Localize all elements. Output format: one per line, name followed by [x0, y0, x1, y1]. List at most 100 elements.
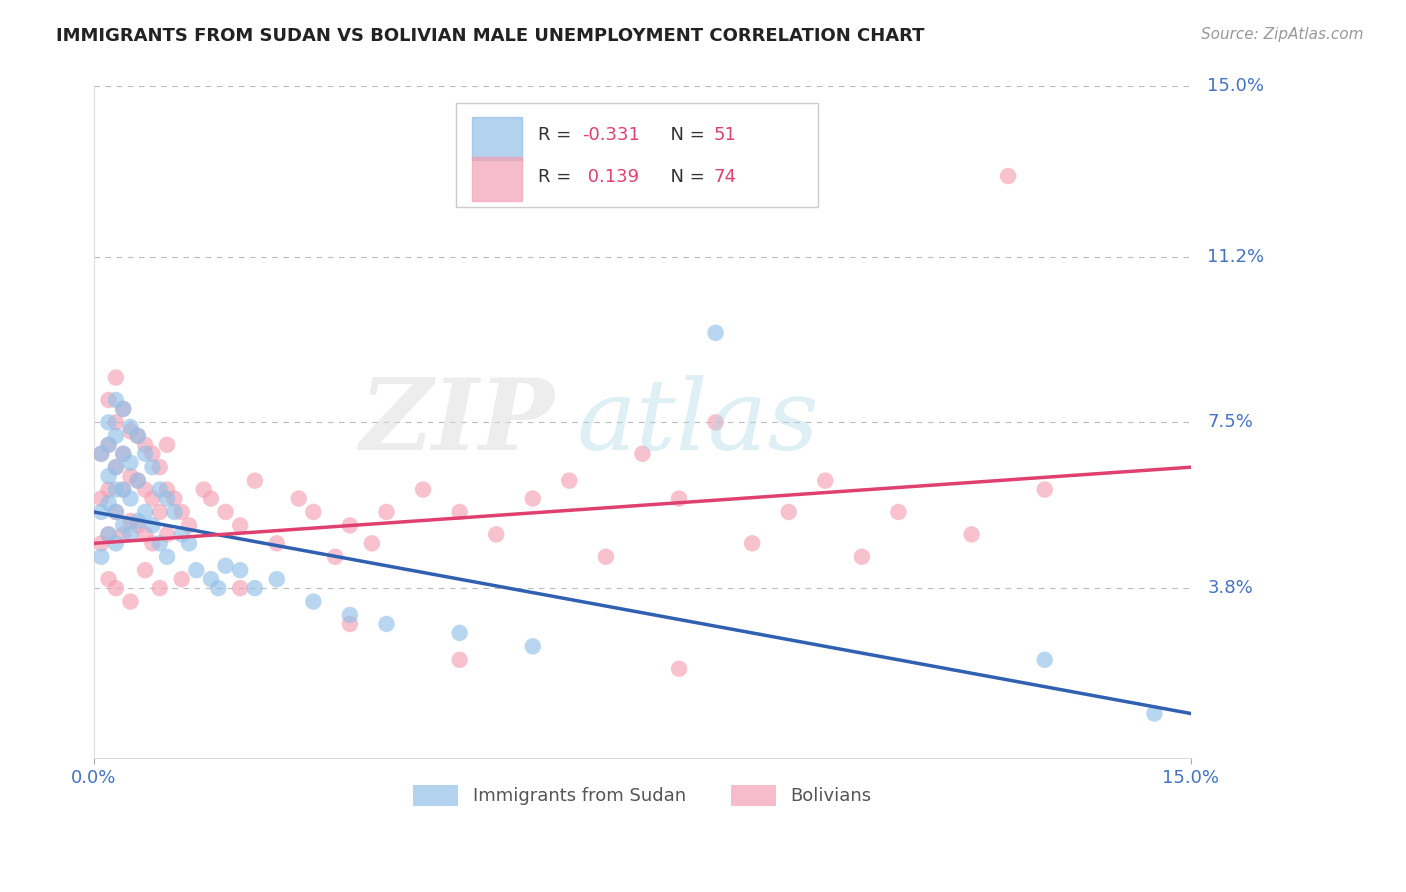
- Point: [741, 536, 763, 550]
- Point: [375, 617, 398, 632]
- Text: 11.2%: 11.2%: [1208, 248, 1264, 266]
- Point: [127, 429, 149, 443]
- Point: [120, 594, 142, 608]
- Point: [141, 536, 163, 550]
- Point: [90, 549, 112, 564]
- Text: 3.8%: 3.8%: [1208, 579, 1253, 597]
- Point: [778, 505, 800, 519]
- Point: [112, 401, 135, 416]
- Text: 74: 74: [714, 169, 737, 186]
- Point: [449, 505, 471, 519]
- Point: [323, 549, 346, 564]
- Point: [170, 505, 193, 519]
- Point: [104, 460, 127, 475]
- Point: [229, 563, 252, 577]
- Point: [214, 558, 236, 573]
- Point: [177, 518, 200, 533]
- Point: [134, 505, 156, 519]
- Point: [229, 581, 252, 595]
- Point: [558, 474, 581, 488]
- Point: [149, 460, 172, 475]
- Point: [287, 491, 309, 506]
- FancyBboxPatch shape: [472, 157, 522, 201]
- Point: [120, 420, 142, 434]
- Point: [97, 438, 120, 452]
- FancyBboxPatch shape: [472, 117, 522, 161]
- Point: [163, 505, 186, 519]
- Point: [200, 572, 222, 586]
- Point: [266, 572, 288, 586]
- Point: [112, 483, 135, 497]
- Legend: Immigrants from Sudan, Bolivians: Immigrants from Sudan, Bolivians: [406, 778, 879, 814]
- Point: [887, 505, 910, 519]
- Point: [149, 483, 172, 497]
- Text: -0.331: -0.331: [582, 127, 640, 145]
- Point: [127, 474, 149, 488]
- Point: [104, 460, 127, 475]
- Point: [668, 491, 690, 506]
- Text: atlas: atlas: [576, 375, 820, 470]
- Point: [97, 572, 120, 586]
- Point: [120, 514, 142, 528]
- Text: Source: ZipAtlas.com: Source: ZipAtlas.com: [1201, 27, 1364, 42]
- Point: [485, 527, 508, 541]
- Point: [449, 626, 471, 640]
- Point: [156, 491, 179, 506]
- Text: IMMIGRANTS FROM SUDAN VS BOLIVIAN MALE UNEMPLOYMENT CORRELATION CHART: IMMIGRANTS FROM SUDAN VS BOLIVIAN MALE U…: [56, 27, 925, 45]
- Point: [112, 401, 135, 416]
- Point: [104, 416, 127, 430]
- Point: [134, 483, 156, 497]
- Point: [141, 460, 163, 475]
- Text: 51: 51: [714, 127, 737, 145]
- Point: [302, 594, 325, 608]
- FancyBboxPatch shape: [456, 103, 818, 207]
- Point: [97, 416, 120, 430]
- Point: [90, 536, 112, 550]
- Point: [449, 653, 471, 667]
- Point: [90, 447, 112, 461]
- Point: [97, 483, 120, 497]
- Point: [170, 527, 193, 541]
- Point: [104, 429, 127, 443]
- Point: [120, 425, 142, 439]
- Point: [200, 491, 222, 506]
- Point: [134, 563, 156, 577]
- Point: [112, 447, 135, 461]
- Point: [112, 447, 135, 461]
- Point: [851, 549, 873, 564]
- Point: [595, 549, 617, 564]
- Point: [112, 527, 135, 541]
- Point: [214, 505, 236, 519]
- Point: [104, 505, 127, 519]
- Point: [120, 456, 142, 470]
- Point: [90, 505, 112, 519]
- Point: [134, 447, 156, 461]
- Point: [90, 447, 112, 461]
- Point: [127, 429, 149, 443]
- Point: [412, 483, 434, 497]
- Point: [149, 505, 172, 519]
- Point: [960, 527, 983, 541]
- Point: [112, 518, 135, 533]
- Text: 15.0%: 15.0%: [1208, 78, 1264, 95]
- Point: [141, 518, 163, 533]
- Point: [127, 518, 149, 533]
- Point: [229, 518, 252, 533]
- Point: [97, 392, 120, 407]
- Point: [1033, 653, 1056, 667]
- Point: [127, 514, 149, 528]
- Point: [104, 581, 127, 595]
- Point: [207, 581, 229, 595]
- Point: [163, 491, 186, 506]
- Point: [522, 491, 544, 506]
- Text: 7.5%: 7.5%: [1208, 413, 1253, 432]
- Point: [141, 447, 163, 461]
- Point: [134, 438, 156, 452]
- Point: [339, 518, 361, 533]
- Point: [339, 617, 361, 632]
- Point: [186, 563, 208, 577]
- Point: [522, 640, 544, 654]
- Point: [243, 474, 266, 488]
- Point: [375, 505, 398, 519]
- Point: [104, 392, 127, 407]
